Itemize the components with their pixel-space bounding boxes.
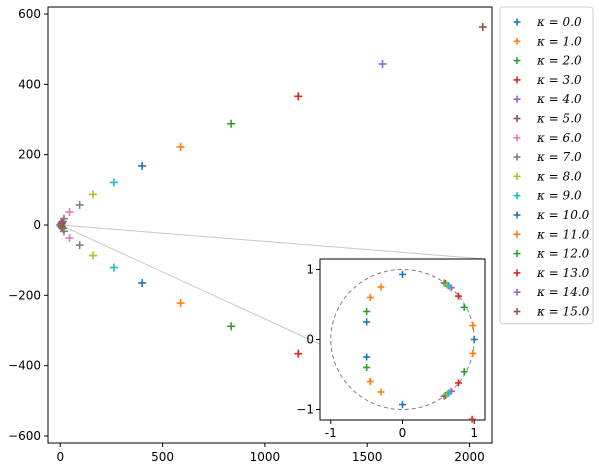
y-tick-label: −200 (8, 288, 41, 302)
legend-label: κ = 5.0 (536, 112, 582, 126)
legend: κ = 0.0 κ = 1.0 κ = 2.0 κ = 3.0 κ = 4.0 κ = 5… (500, 7, 593, 324)
data-point-series-10 (138, 162, 146, 170)
legend-label: κ = 3.0 (536, 73, 582, 87)
x-tick-label: 500 (151, 450, 174, 464)
legend-label: κ = 7.0 (536, 150, 582, 164)
legend-label: κ = 15.0 (536, 305, 590, 319)
inset-x-tick-label: -1 (325, 426, 337, 440)
data-point-series-12 (227, 322, 235, 330)
inset-y-tick-label: −1 (296, 403, 314, 417)
data-point-series-15 (479, 23, 487, 31)
y-tick-label: 0 (33, 218, 41, 232)
inset-x-tick-label: 0 (399, 426, 407, 440)
data-point-series-9 (110, 178, 118, 186)
legend-label: κ = 14.0 (536, 285, 590, 299)
legend-label: κ = 2.0 (536, 54, 582, 68)
data-point-series-6 (65, 234, 73, 242)
y-tick-label: 200 (18, 148, 41, 162)
legend-label: κ = 9.0 (536, 189, 582, 203)
data-point-series-11 (177, 143, 185, 151)
x-tick-label: 0 (56, 450, 64, 464)
legend-label: κ = 1.0 (536, 34, 582, 48)
data-point-series-6 (65, 208, 73, 216)
inset-x-tick-label: 1 (470, 426, 478, 440)
data-point-series-7 (76, 201, 84, 209)
data-point-series-13 (294, 92, 302, 100)
x-tick-label: 1500 (352, 450, 383, 464)
data-point-series-8 (89, 252, 97, 260)
data-point-series-10 (138, 279, 146, 287)
legend-label: κ = 11.0 (536, 227, 590, 241)
data-point-series-11 (177, 299, 185, 307)
data-point-series-14 (379, 60, 387, 68)
legend-label: κ = 6.0 (536, 131, 582, 145)
y-tick-label: 400 (18, 77, 41, 91)
inset-axes: -1 0 1 −1 0 1 (296, 259, 485, 440)
legend-label: κ = 12.0 (536, 247, 590, 261)
legend-label: κ = 13.0 (536, 266, 590, 280)
legend-label: κ = 0.0 (536, 15, 582, 29)
legend-label: κ = 4.0 (536, 92, 582, 106)
legend-label: κ = 10.0 (536, 208, 590, 222)
data-point-series-12 (227, 120, 235, 128)
y-tick-label: −600 (8, 429, 41, 443)
data-point-series-13 (294, 350, 302, 358)
inset-frame (320, 259, 485, 420)
x-tick-label: 2000 (454, 450, 485, 464)
y-tick-label: 600 (18, 7, 41, 21)
data-point-series-9 (110, 264, 118, 272)
data-point-series-7 (76, 241, 84, 249)
inset-y-tick-label: 0 (306, 333, 314, 347)
y-tick-label: −400 (8, 359, 41, 373)
x-tick-label: 1000 (250, 450, 281, 464)
legend-label: κ = 8.0 (536, 169, 582, 183)
inset-y-tick-label: 1 (306, 263, 314, 277)
data-point-series-8 (89, 190, 97, 198)
